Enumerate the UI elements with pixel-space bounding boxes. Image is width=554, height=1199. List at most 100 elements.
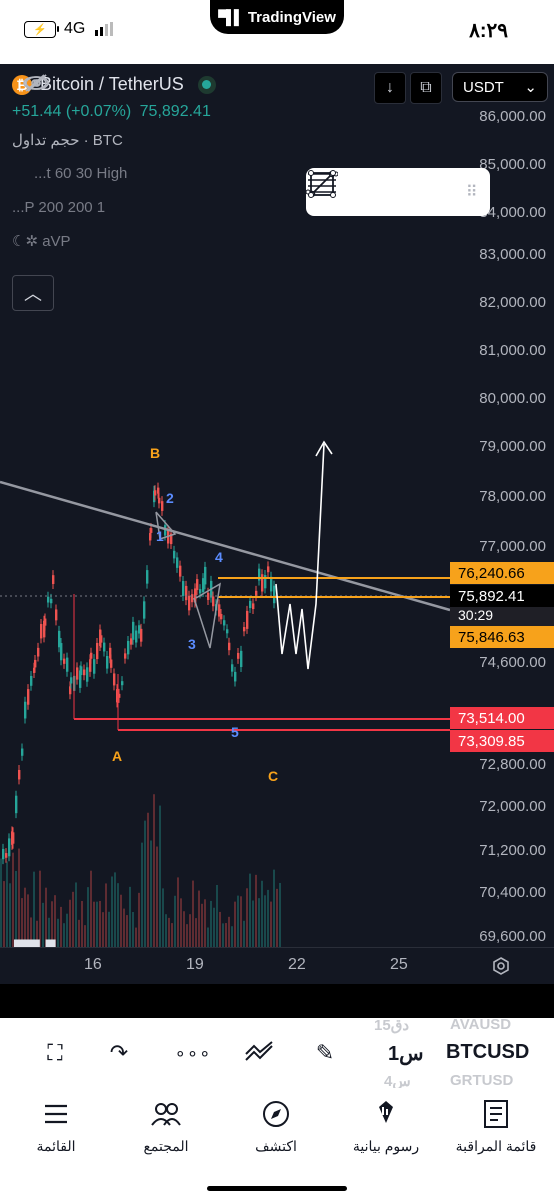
volume-bar: [9, 883, 11, 948]
wave-label-1[interactable]: 1: [156, 528, 164, 544]
wave-shape: [155, 511, 177, 540]
price-tag-lower-red: 73,309.85: [450, 730, 554, 752]
candle-body: [2, 848, 5, 860]
tab-community[interactable]: المجتمع: [116, 1098, 216, 1155]
fullscreen-icon[interactable]: ⛶: [47, 1040, 63, 1065]
volume-bar: [195, 918, 197, 948]
drag-handle[interactable]: ⠿: [464, 174, 478, 210]
price-axis-label: 79,000.00: [479, 438, 546, 455]
volume-bar: [273, 869, 275, 948]
volume-bar: [39, 870, 41, 948]
price-tag-current: 75,892.41: [450, 585, 554, 607]
price-axis-label: 74,600.00: [479, 654, 546, 671]
price-axis-label: 80,000.00: [479, 390, 546, 407]
volume-bar: [54, 895, 56, 948]
compass-icon: [226, 1098, 326, 1130]
volume-bar: [150, 840, 152, 948]
candle-body: [188, 595, 191, 611]
wave-label-2[interactable]: 2: [166, 490, 174, 506]
indicator-row-3[interactable]: ☾✲ aVP: [12, 74, 216, 251]
candle-body: [118, 693, 121, 698]
volume-bar: [252, 900, 254, 948]
volume-bar: [207, 927, 209, 948]
candle-body: [196, 579, 199, 591]
candle-body: [50, 598, 53, 604]
candle-body: [258, 568, 261, 581]
draw-pen-icon[interactable]: ✎: [315, 1040, 335, 1065]
candle-body: [204, 566, 207, 585]
tab-watchlist[interactable]: قائمة المراقبة: [446, 1098, 546, 1155]
bar-countdown: 30:29: [450, 607, 554, 627]
volume-bar: [213, 907, 215, 948]
indicators-icon[interactable]: [244, 1038, 274, 1068]
wave-label-5[interactable]: 5: [231, 724, 239, 740]
price-axis-label: 72,000.00: [479, 798, 546, 815]
candle-body: [103, 642, 106, 652]
interval-select[interactable]: 1س: [388, 1043, 424, 1065]
price-axis-label: 85,000.00: [479, 156, 546, 173]
chart-bottom-toolbar: ⛶ ↷ ∘∘∘ ✎ 15دق AVAUSD 1س BTCUSD 4س GRTUS…: [0, 1016, 554, 1090]
volume-bar: [42, 902, 44, 948]
volume-bar: [186, 924, 188, 948]
wave-label-4[interactable]: 4: [215, 549, 223, 565]
time-axis[interactable]: 16 19 22 25: [0, 947, 554, 984]
watchlist-icon: [446, 1098, 546, 1130]
hidden-eye-icon[interactable]: [22, 74, 48, 92]
volume-bar: [114, 872, 116, 948]
ghost-symbol-bottom: GRTUSD: [450, 1072, 514, 1089]
wave-label-c[interactable]: C: [268, 768, 279, 784]
candle-body: [212, 596, 215, 607]
volume-bar: [270, 901, 272, 948]
candle-body: [228, 642, 231, 651]
indicator-row-1[interactable]: ...t 60 30 High: [12, 74, 216, 183]
candle-body: [86, 667, 89, 682]
collapse-legend-button[interactable]: ︿: [12, 275, 54, 311]
app-pill[interactable]: ▀▌▌ TradingView: [210, 0, 344, 34]
candle-body: [176, 557, 179, 568]
volume-legend[interactable]: حجم تداول · BTC: [12, 132, 123, 149]
tab-explore[interactable]: اكتشف: [226, 1098, 326, 1155]
wave-label-3[interactable]: 3: [188, 636, 196, 652]
tab-menu[interactable]: القائمة: [6, 1098, 106, 1155]
share-arrow-icon[interactable]: ↷: [109, 1040, 129, 1065]
candle-body: [70, 677, 73, 684]
volume-bar: [174, 895, 176, 948]
wave-label-a[interactable]: A: [112, 748, 123, 764]
indicator-row-2[interactable]: ...P 200 200 1: [12, 74, 216, 217]
candle-body: [130, 638, 133, 645]
candle-body: [52, 575, 55, 584]
rectangle-tool[interactable]: [308, 170, 451, 210]
volume-bar: [111, 876, 113, 948]
volume-bar: [36, 920, 38, 948]
volume-bar: [0, 858, 2, 948]
volume-bar: [87, 887, 89, 948]
fib-tool[interactable]: [306, 171, 403, 210]
candle-body: [90, 652, 93, 659]
ghost-interval-bottom: 4س: [384, 1073, 411, 1090]
candle-body: [140, 628, 143, 642]
candle-body: [202, 578, 205, 592]
volume-bar: [63, 923, 65, 948]
candle-body: [100, 635, 103, 643]
candle-body: [252, 603, 255, 610]
fullscreen-button[interactable]: ⧉: [410, 72, 442, 104]
symbol-select[interactable]: BTCUSD: [446, 1041, 530, 1063]
price-axis-label: 71,200.00: [479, 842, 546, 859]
tab-charts[interactable]: رسوم بيانية: [336, 1098, 436, 1155]
volume-bar: [138, 892, 140, 948]
more-icon[interactable]: ∘∘∘: [174, 1042, 212, 1063]
candle-body: [44, 618, 47, 626]
rectangle-icon: [308, 170, 336, 198]
settings-hex-icon[interactable]: [491, 956, 511, 976]
status-clock: ٨:٢٩: [469, 20, 508, 42]
home-indicator: [207, 1186, 347, 1191]
trend-line: [0, 480, 451, 612]
currency-select[interactable]: USDT ⌄: [452, 72, 548, 102]
volume-bar: [6, 861, 8, 948]
candle-body: [121, 681, 124, 686]
download-button[interactable]: ↓: [374, 72, 406, 104]
chart-area[interactable]: ₿ Bitcoin / TetherUS +51.44 (+0.07%) 75,…: [0, 64, 554, 984]
chart-canvas[interactable]: [0, 64, 554, 984]
wave-label-b[interactable]: B: [150, 445, 161, 461]
candle-body: [80, 666, 83, 676]
